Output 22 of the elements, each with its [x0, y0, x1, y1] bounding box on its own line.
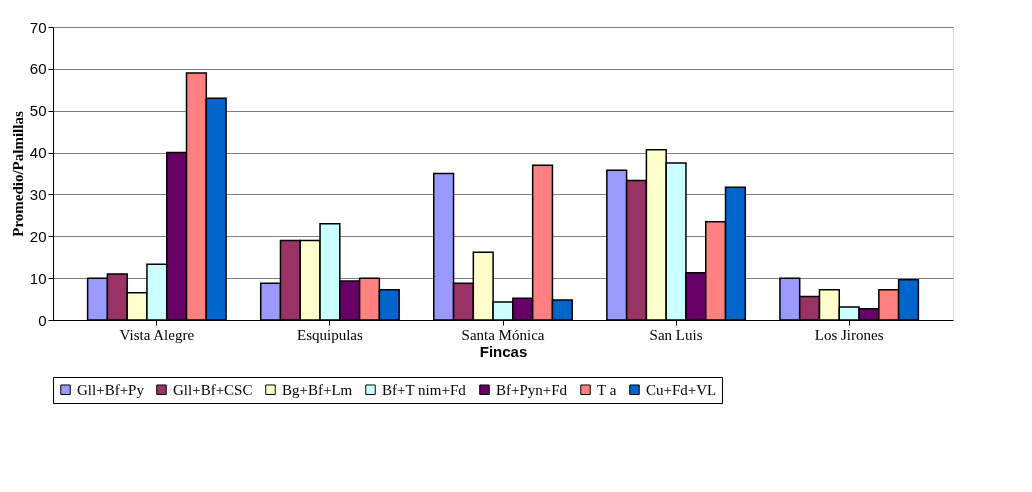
- y-tick-label: 50: [29, 102, 47, 120]
- legend-label: T a: [597, 381, 617, 398]
- x-tick-label: San Luis: [649, 326, 703, 343]
- x-tick-label: Vista Alegre: [119, 326, 195, 343]
- legend-label: Gll+Bf+CSC: [173, 381, 253, 398]
- y-tick-label: 60: [29, 60, 47, 78]
- x-axis-title: Fincas: [479, 342, 528, 360]
- y-tick-label: 20: [29, 227, 47, 245]
- legend-label: Bg+Bf+Lm: [282, 381, 353, 398]
- y-tick-label: 40: [29, 144, 47, 162]
- y-tick-label: 70: [29, 18, 47, 36]
- y-tick-label: 0: [38, 311, 47, 329]
- y-tick-label: 30: [29, 185, 47, 203]
- x-tick-label: Santa Mónica: [461, 326, 545, 343]
- y-axis-title: Promedio/Palmillas: [9, 111, 26, 237]
- y-tick-label: 10: [29, 269, 47, 287]
- legend-label: Bf+Pyn+Fd: [496, 381, 568, 398]
- legend-label: Cu+Fd+VL: [646, 381, 717, 398]
- legend-label: Bf+T nim+Fd: [382, 381, 467, 398]
- legend-label: Gll+Bf+Py: [77, 381, 145, 398]
- x-tick-label: Los Jirones: [814, 326, 884, 343]
- x-tick-label: Esquipulas: [297, 326, 363, 343]
